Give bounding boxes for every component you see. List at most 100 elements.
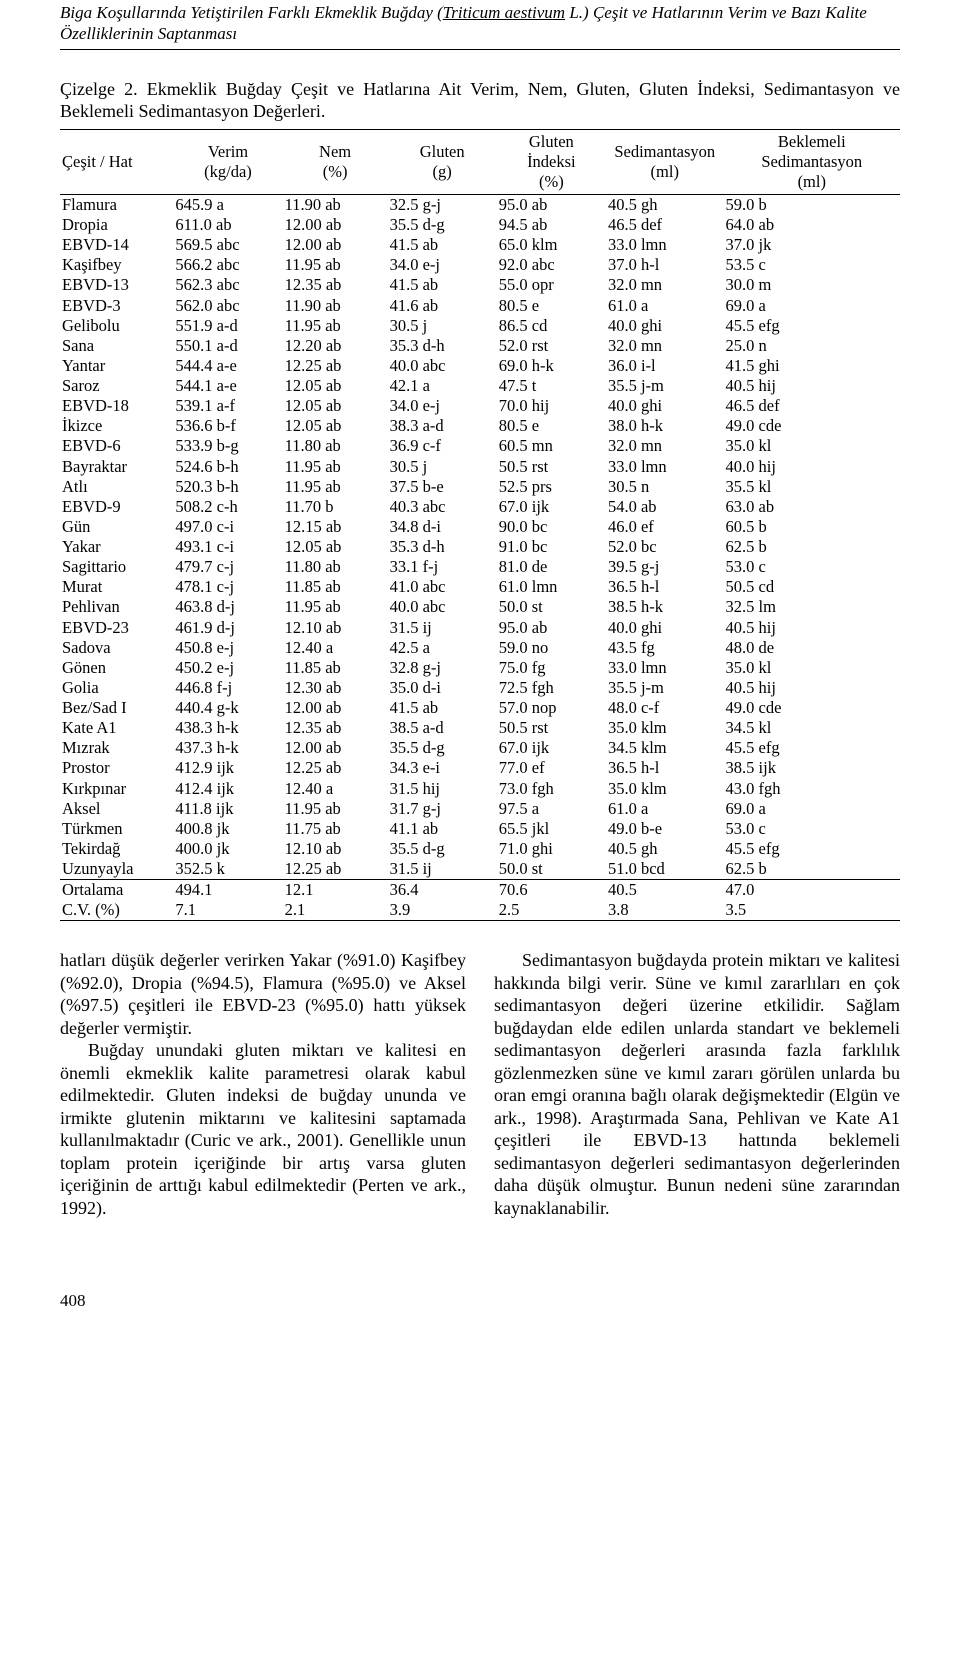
row-value: 34.0 e-j (388, 396, 497, 416)
row-value: 35.0 kl (724, 436, 900, 456)
running-head-pre: Biga Koşullarında Yetiştirilen Farklı Ek… (60, 3, 443, 22)
row-value: 81.0 de (497, 557, 606, 577)
table-row: Sagittario479.7 c-j11.80 ab33.1 f-j81.0 … (60, 557, 900, 577)
row-value: 12.00 ab (283, 215, 388, 235)
row-value: 12.05 ab (283, 537, 388, 557)
row-value: 45.5 efg (724, 316, 900, 336)
row-value: 77.0 ef (497, 758, 606, 778)
row-value: 53.0 c (724, 557, 900, 577)
row-value: 53.5 c (724, 255, 900, 275)
row-value: 11.95 ab (283, 457, 388, 477)
row-value: 12.40 a (283, 779, 388, 799)
row-value: 40.5 gh (606, 194, 724, 215)
results-table: Çeşit / Hat Verim(kg/da) Nem(%) Gluten(g… (60, 129, 900, 922)
row-value: 94.5 ab (497, 215, 606, 235)
left-column: hatları düşük değerler verirken Yakar (%… (60, 949, 466, 1219)
row-name: Tekirdağ (60, 839, 173, 859)
row-value: 65.5 jkl (497, 819, 606, 839)
row-value: 67.0 ijk (497, 738, 606, 758)
row-value: 33.0 lmn (606, 457, 724, 477)
row-value: 41.5 ab (388, 275, 497, 295)
col-header-bsed: BeklemeliSedimantasyon(ml) (724, 129, 900, 194)
table-summary-row: Ortalama494.112.136.470.640.547.0 (60, 880, 900, 901)
row-value: 12.05 ab (283, 396, 388, 416)
row-value: 12.35 ab (283, 718, 388, 738)
row-value: 53.0 c (724, 819, 900, 839)
row-value: 11.80 ab (283, 557, 388, 577)
table-row: Gün497.0 c-i12.15 ab34.8 d-i90.0 bc46.0 … (60, 517, 900, 537)
row-value: 75.0 fg (497, 658, 606, 678)
row-value: 12.00 ab (283, 235, 388, 255)
row-value: 40.5 (606, 880, 724, 901)
row-value: 3.5 (724, 900, 900, 921)
row-value: 34.5 kl (724, 718, 900, 738)
row-value: 562.3 abc (173, 275, 282, 295)
row-value: 550.1 a-d (173, 336, 282, 356)
table-row: Bayraktar524.6 b-h11.95 ab30.5 j50.5 rst… (60, 457, 900, 477)
row-value: 92.0 abc (497, 255, 606, 275)
table-row: Mızrak437.3 h-k12.00 ab35.5 d-g67.0 ijk3… (60, 738, 900, 758)
row-name: Gün (60, 517, 173, 537)
row-value: 52.0 bc (606, 537, 724, 557)
table-row: Flamura645.9 a11.90 ab32.5 g-j95.0 ab40.… (60, 194, 900, 215)
row-name: Uzunyayla (60, 859, 173, 880)
row-value: 352.5 k (173, 859, 282, 880)
row-value: 51.0 bcd (606, 859, 724, 880)
row-value: 31.5 ij (388, 859, 497, 880)
table-row: İkizce536.6 b-f12.05 ab38.3 a-d80.5 e38.… (60, 416, 900, 436)
row-value: 12.10 ab (283, 618, 388, 638)
row-value: 12.1 (283, 880, 388, 901)
row-value: 25.0 n (724, 336, 900, 356)
row-value: 59.0 no (497, 638, 606, 658)
row-value: 72.5 fgh (497, 678, 606, 698)
right-column: Sedimantasyon buğdayda protein miktarı v… (494, 949, 900, 1219)
row-value: 38.0 h-k (606, 416, 724, 436)
body-columns: hatları düşük değerler verirken Yakar (%… (60, 949, 900, 1219)
row-value: 32.0 mn (606, 436, 724, 456)
row-name: Pehlivan (60, 597, 173, 617)
row-value: 41.1 ab (388, 819, 497, 839)
row-value: 60.5 mn (497, 436, 606, 456)
row-value: 39.5 g-j (606, 557, 724, 577)
row-value: 12.05 ab (283, 376, 388, 396)
row-name: Kırkpınar (60, 779, 173, 799)
row-name: EBVD-13 (60, 275, 173, 295)
row-value: 42.1 a (388, 376, 497, 396)
row-value: 50.5 rst (497, 718, 606, 738)
table-row: EBVD-18539.1 a-f12.05 ab34.0 e-j70.0 hij… (60, 396, 900, 416)
row-value: 31.5 ij (388, 618, 497, 638)
row-value: 11.70 b (283, 497, 388, 517)
row-name: EBVD-3 (60, 296, 173, 316)
row-value: 49.0 b-e (606, 819, 724, 839)
row-value: 35.5 j-m (606, 376, 724, 396)
row-value: 48.0 c-f (606, 698, 724, 718)
row-name: C.V. (%) (60, 900, 173, 921)
row-value: 46.0 ef (606, 517, 724, 537)
row-value: 3.9 (388, 900, 497, 921)
row-value: 40.5 gh (606, 839, 724, 859)
row-value: 61.0 lmn (497, 577, 606, 597)
row-value: 2.1 (283, 900, 388, 921)
row-name: Sadova (60, 638, 173, 658)
row-value: 33.1 f-j (388, 557, 497, 577)
row-value: 40.0 hij (724, 457, 900, 477)
table-row: Prostor412.9 ijk12.25 ab34.3 e-i77.0 ef3… (60, 758, 900, 778)
table-row: Uzunyayla352.5 k12.25 ab31.5 ij50.0 st51… (60, 859, 900, 880)
row-value: 461.9 d-j (173, 618, 282, 638)
row-value: 12.15 ab (283, 517, 388, 537)
row-value: 12.25 ab (283, 859, 388, 880)
row-value: 35.5 kl (724, 477, 900, 497)
col-header-name: Çeşit / Hat (60, 129, 173, 194)
row-value: 400.8 jk (173, 819, 282, 839)
row-value: 40.0 abc (388, 597, 497, 617)
row-name: Kate A1 (60, 718, 173, 738)
row-value: 479.7 c-j (173, 557, 282, 577)
row-value: 12.05 ab (283, 416, 388, 436)
caption-text: Ekmeklik Buğday Çeşit ve Hatlarına Ait V… (60, 79, 900, 122)
row-value: 65.0 klm (497, 235, 606, 255)
row-value: 35.0 kl (724, 658, 900, 678)
row-value: 440.4 g-k (173, 698, 282, 718)
row-value: 12.30 ab (283, 678, 388, 698)
paragraph: Sedimantasyon buğdayda protein miktarı v… (494, 949, 900, 1219)
row-value: 60.5 b (724, 517, 900, 537)
